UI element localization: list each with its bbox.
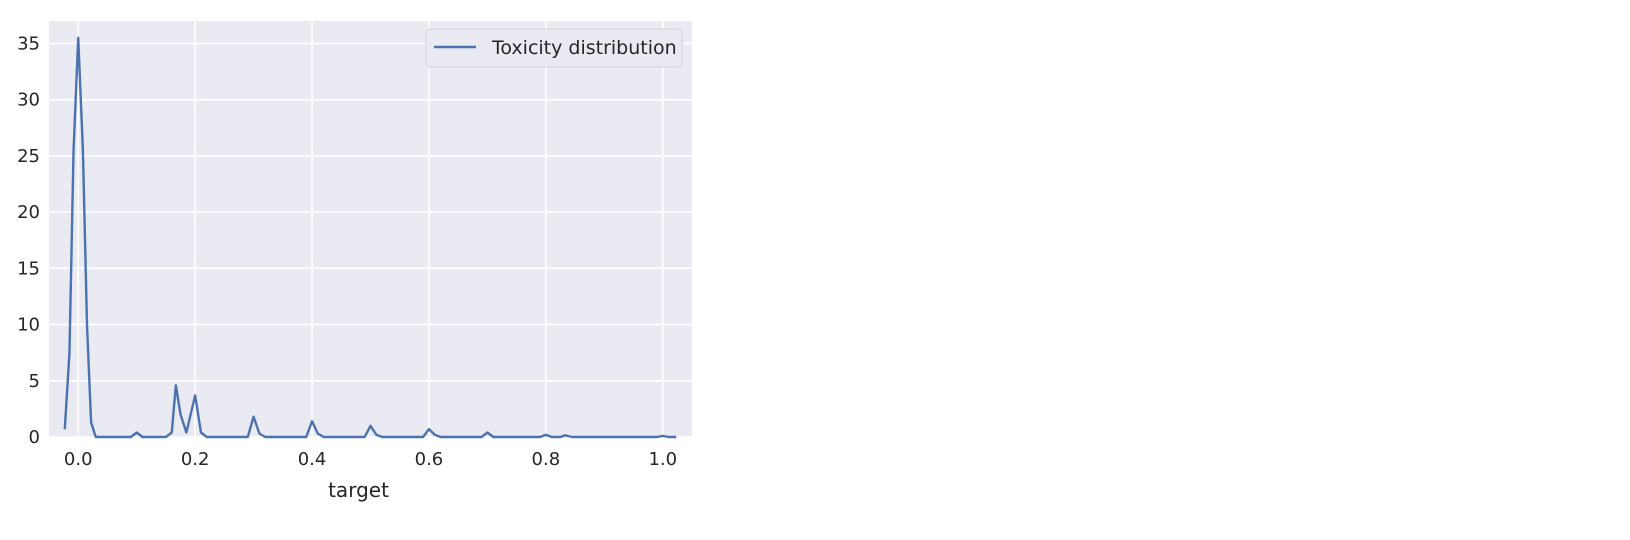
- x-axis-label: target: [328, 478, 389, 502]
- legend-label: Toxicity distribution: [491, 37, 677, 59]
- y-tick-label: 30: [17, 90, 40, 111]
- y-tick-label: 5: [29, 371, 40, 392]
- y-tick-label: 15: [17, 258, 40, 279]
- x-tick-label: 0.0: [64, 449, 93, 470]
- legend: Toxicity distribution: [425, 28, 683, 68]
- y-tick-label: 0: [29, 427, 40, 448]
- x-tick-label: 0.6: [415, 449, 444, 470]
- x-tick-label: 0.2: [181, 449, 210, 470]
- x-tick-label: 0.4: [298, 449, 327, 470]
- legend-box: [425, 28, 683, 68]
- series-line: [63, 36, 677, 439]
- x-tick-labels: 0.0 0.2 0.4 0.6 0.8 1.0: [64, 449, 677, 470]
- x-tick-label: 1.0: [648, 449, 677, 470]
- y-tick-label: 20: [17, 202, 40, 223]
- x-tick-label: 0.8: [532, 449, 561, 470]
- y-tick-label: 25: [17, 146, 40, 167]
- y-tick-label: 35: [17, 33, 40, 54]
- series-layer: [63, 36, 677, 439]
- plot-background: [49, 21, 692, 437]
- y-tick-label: 10: [17, 315, 40, 336]
- y-tick-labels: 0 5 10 15 20 25 30 35: [17, 33, 40, 448]
